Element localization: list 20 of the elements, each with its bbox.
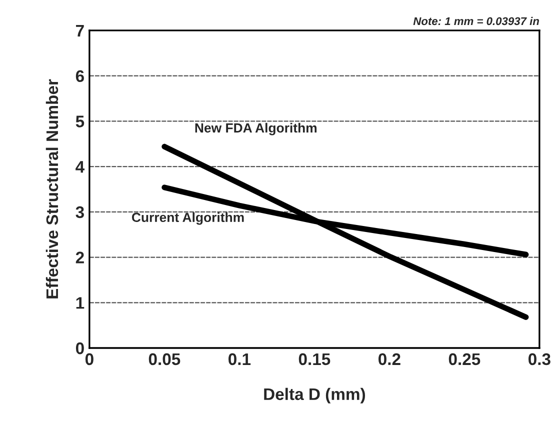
series-label: Current Algorithm: [132, 212, 244, 225]
text: Note: 1 mm = 0.03937 in: [413, 16, 539, 26]
y-tick-label: 2: [76, 252, 84, 264]
x-tick-label: 0.25: [448, 353, 480, 366]
x-tick-label: 0.1: [228, 353, 251, 366]
x-tick-label: 0: [85, 353, 94, 366]
y-tick-label: 5: [76, 116, 84, 128]
y-tick-label: 7: [76, 25, 84, 36]
x-tick-label: 0.2: [378, 353, 400, 366]
x-tick-label: 0.15: [298, 353, 330, 366]
x-tick-label: 0.05: [148, 353, 180, 366]
x-axis-title: Delta D (mm): [264, 388, 366, 404]
y-tick-label: 6: [76, 70, 84, 82]
y-axis-title: Effective Structural Number: [46, 79, 58, 298]
y-tick-label: 3: [76, 206, 84, 218]
y-tick-label: 1: [76, 297, 84, 309]
x-tick-label: 0.3: [528, 353, 550, 366]
y-tick-label: 0: [76, 342, 84, 354]
y-tick-label: 4: [76, 161, 84, 173]
series-label: New FDA Algorithm: [195, 122, 317, 136]
